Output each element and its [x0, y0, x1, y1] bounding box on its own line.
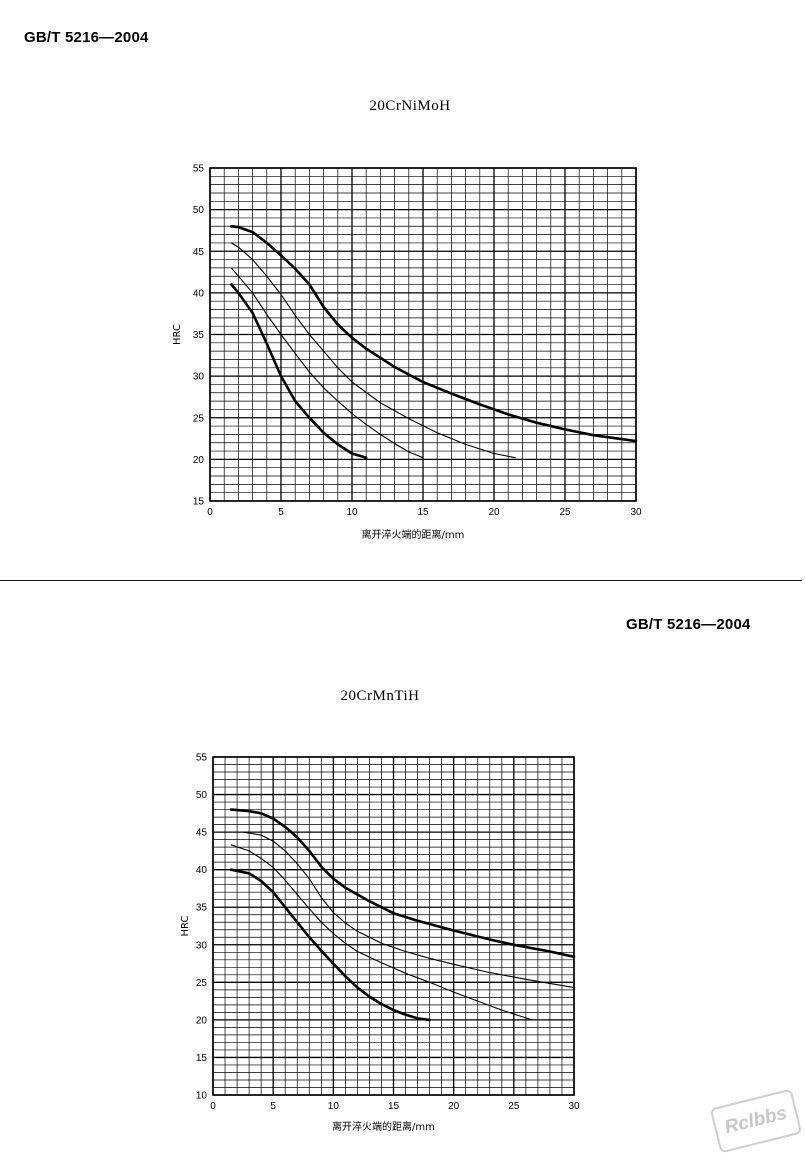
chart2-x-axis-label: 离开淬火端的距离/mm: [332, 1120, 435, 1133]
chart2-y-tick-label: 50: [196, 790, 208, 801]
chart2-y-tick-label: 45: [196, 828, 208, 839]
chart2-x-tick-label: 20: [448, 1101, 460, 1112]
chart1-y-axis-label: HRC: [172, 324, 183, 345]
standard-number-top: GB/T 5216—2004: [24, 29, 149, 46]
chart1-series-4: [230, 283, 368, 459]
chart1-y-tick-label: 20: [193, 455, 205, 466]
chart2-frame: [212, 756, 575, 1096]
chart2-x-tick-label: 5: [270, 1101, 276, 1112]
chart1-series-3: [230, 267, 424, 459]
chart2-y-tick-label: 30: [196, 940, 208, 951]
chart1-y-tick-label: 45: [193, 247, 205, 258]
chart2-series-2: [242, 831, 575, 989]
chart1-y-tick-label: 30: [193, 372, 205, 383]
chart1-frame: [209, 167, 637, 502]
chart1-y-tick-label: 35: [193, 330, 205, 341]
chart2-series-4: [229, 868, 431, 1022]
chart2-y-tick-label: 55: [196, 753, 208, 764]
chart2-x-tick-label: 25: [508, 1101, 520, 1112]
chart2-series-1: [229, 808, 576, 959]
chart2-y-tick-label: 35: [196, 903, 208, 914]
chart1-x-tick-label: 0: [207, 507, 213, 518]
chart2-y-tick-label: 15: [196, 1053, 208, 1064]
chart2-y-tick-label: 20: [196, 1015, 208, 1026]
chart1-series-2: [230, 242, 516, 459]
chart-title-20crmntih: 20CrMnTiH: [340, 688, 420, 704]
chart1-y-tick-label: 40: [193, 288, 205, 299]
chart1-y-tick-label: 25: [193, 413, 205, 424]
chart1-y-tick-label: 55: [193, 164, 205, 175]
chart1-series-1: [230, 225, 638, 443]
chart2-x-tick-label: 10: [328, 1101, 340, 1112]
chart2-x-tick-label: 15: [388, 1101, 400, 1112]
chart1-x-tick-label: 20: [488, 507, 500, 518]
chart2-y-tick-label: 25: [196, 978, 208, 989]
chart2-y-tick-label: 10: [196, 1091, 208, 1102]
chart1-x-tick-label: 30: [630, 507, 642, 518]
chart1-x-tick-label: 15: [417, 507, 429, 518]
chart1-x-tick-label: 25: [559, 507, 571, 518]
chart1-x-tick-label: 5: [278, 507, 284, 518]
chart1-x-tick-label: 10: [346, 507, 358, 518]
chart1-y-tick-label: 15: [193, 497, 205, 508]
standard-number-mid: GB/T 5216—2004: [626, 616, 751, 633]
chart-title-20crnimoh: 20CrNiMoH: [369, 98, 451, 114]
chart1-y-tick-label: 50: [193, 205, 205, 216]
chart2-x-tick-label: 30: [568, 1101, 580, 1112]
page-divider: [0, 580, 802, 581]
chart2-x-tick-label: 0: [210, 1101, 216, 1112]
chart2-y-tick-label: 40: [196, 865, 208, 876]
chart2-series-3: [230, 844, 533, 1021]
chart1-x-axis-label: 离开淬火端的距离/mm: [362, 528, 465, 541]
chart2-y-axis-label: HRC: [180, 916, 191, 937]
